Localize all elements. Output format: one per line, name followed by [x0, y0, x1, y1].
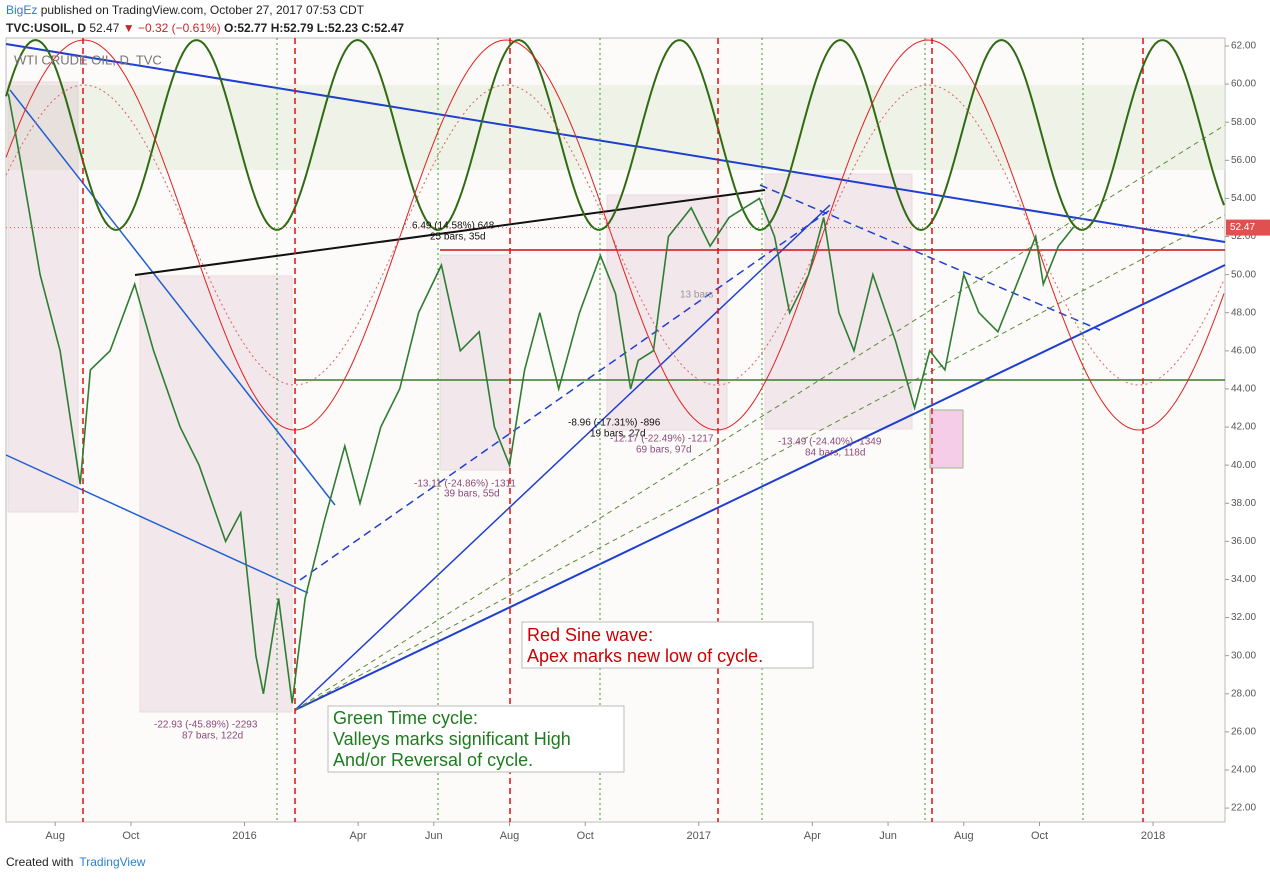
y-tick-label: 40.00	[1231, 460, 1256, 471]
y-tick-label: 38.00	[1231, 498, 1256, 509]
change: ▼ −0.32 (−0.61%)	[122, 21, 221, 35]
y-tick-label: 44.00	[1231, 384, 1256, 395]
measure: 25 bars, 35d	[430, 232, 486, 243]
x-tick-label: Oct	[122, 830, 139, 842]
y-tick-label: 56.00	[1231, 155, 1256, 166]
x-tick-label: Apr	[804, 830, 821, 842]
cycle-wave	[5, 38, 1225, 232]
measure: -13.11 (-24.86%) -1311	[414, 479, 516, 490]
trend-line	[299, 209, 831, 581]
y-tick-label: 34.00	[1231, 574, 1256, 585]
measure: -12.17 (-22.49%) -1217	[610, 434, 714, 445]
measure: 39 bars, 55d	[444, 489, 500, 500]
trend-line	[294, 264, 1226, 711]
y-tick-label: 26.00	[1231, 727, 1256, 738]
chart-title: WTI CRUDE OIL, D, TVC	[14, 52, 162, 67]
measure: 19 bars, 27d	[590, 429, 646, 440]
measure: 13 bars	[680, 290, 713, 301]
channel-line	[294, 124, 1226, 711]
x-tick-label: Apr	[350, 830, 367, 842]
y-tick-label: 54.00	[1231, 193, 1256, 204]
brand[interactable]: TradingView	[79, 855, 146, 869]
note: Green Time cycle:	[333, 708, 478, 728]
last-price-label: 52.47	[1230, 222, 1255, 233]
last: 52.47	[89, 21, 120, 35]
y-tick-label: 28.00	[1231, 688, 1256, 699]
y-tick-label: 30.00	[1231, 650, 1256, 661]
y-tick-label: 48.00	[1231, 307, 1256, 318]
symbol-line: TVC:USOIL, D 52.47 ▼ −0.32 (−0.61%) O:52…	[6, 21, 404, 35]
symbol: TVC:USOIL, D	[6, 21, 86, 35]
note: Apex marks new low of cycle.	[527, 646, 763, 666]
publish-line: BigEz published on TradingView.com, Octo…	[6, 3, 364, 17]
measure: 84 bars, 118d	[805, 448, 865, 459]
price-line	[7, 93, 1075, 704]
x-tick-label: Aug	[954, 830, 974, 842]
x-tick-label: Aug	[500, 830, 520, 842]
measure: 6.49 (14.58%) 648	[412, 221, 495, 232]
cycle-band	[6, 85, 1225, 170]
x-tick-label: Jun	[879, 830, 897, 842]
measure: -13.49 (-24.40%) -1349	[778, 437, 882, 448]
published: published on TradingView.com, October 27…	[40, 3, 365, 17]
y-tick-label: 24.00	[1231, 765, 1256, 776]
x-tick-label: Oct	[577, 830, 594, 842]
y-tick-label: 32.00	[1231, 612, 1256, 623]
range-box	[139, 275, 293, 713]
y-tick-label: 58.00	[1231, 117, 1256, 128]
ohlc: O:52.77 H:52.79 L:52.23 C:52.47	[224, 21, 405, 35]
footer: Created with TradingView	[6, 855, 151, 869]
trend-line	[294, 204, 831, 711]
range-box	[606, 194, 728, 431]
y-tick-label: 36.00	[1231, 536, 1256, 547]
note: Valleys marks significant High	[333, 729, 571, 749]
note: Red Sine wave:	[527, 625, 653, 645]
y-tick-label: 22.00	[1231, 803, 1256, 814]
note: And/or Reversal of cycle.	[333, 750, 533, 770]
trend-line	[9, 89, 336, 506]
chart: Red Sine wave: Apex marks new low of cyc…	[5, 37, 1270, 842]
trend-line	[5, 454, 309, 594]
y-tick-label: 60.00	[1231, 79, 1256, 90]
y-tick-label: 42.00	[1231, 422, 1256, 433]
range-box	[929, 409, 964, 469]
x-tick-label: 2018	[1141, 830, 1165, 842]
y-tick-label: 50.00	[1231, 269, 1256, 280]
measure: 87 bars, 122d	[182, 731, 243, 742]
x-tick-label: Aug	[45, 830, 65, 842]
range-box	[764, 173, 913, 430]
note-box	[521, 621, 814, 669]
x-tick-label: 2016	[232, 830, 256, 842]
author[interactable]: BigEz	[6, 3, 38, 17]
channel-line	[294, 214, 1226, 711]
created: Created with	[6, 855, 74, 869]
y-tick-label: 46.00	[1231, 345, 1256, 356]
x-tick-label: Jun	[425, 830, 443, 842]
range-box	[439, 254, 511, 471]
drawings	[5, 38, 1226, 822]
note-box	[327, 705, 625, 773]
y-tick-label: 52.00	[1231, 231, 1256, 242]
y-tick-label: 62.00	[1231, 41, 1256, 52]
trend-line	[759, 184, 1101, 331]
x-tick-label: 2017	[687, 830, 711, 842]
measure: -8.96 (-17.31%) -896	[568, 418, 661, 429]
measure: 69 bars, 97d	[636, 445, 692, 456]
x-tick-label: Oct	[1031, 830, 1048, 842]
measure: -22.93 (-45.89%) -2293	[154, 720, 258, 731]
cycle-wave	[5, 39, 1225, 431]
last-price-tag	[1226, 219, 1270, 236]
trend-line	[134, 189, 766, 276]
cycle-wave	[5, 84, 1225, 386]
